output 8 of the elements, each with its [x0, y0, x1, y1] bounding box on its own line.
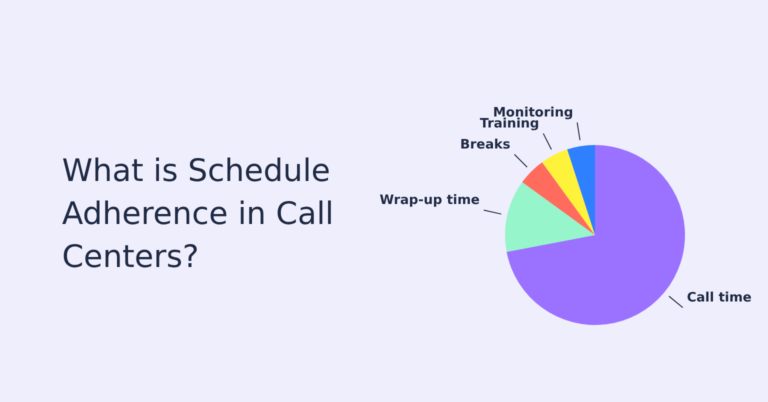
slice-label: Wrap-up time: [380, 193, 480, 208]
text: What is Schedule Adherence in Call Centers?: [62, 152, 335, 277]
pie-slice: [542, 149, 595, 235]
slice-label: Call time: [686, 290, 752, 306]
slice-label: Breaks: [460, 137, 511, 152]
pie-slice: [567, 145, 595, 235]
pie-slice: [505, 182, 595, 252]
pie-slice: [522, 162, 595, 235]
